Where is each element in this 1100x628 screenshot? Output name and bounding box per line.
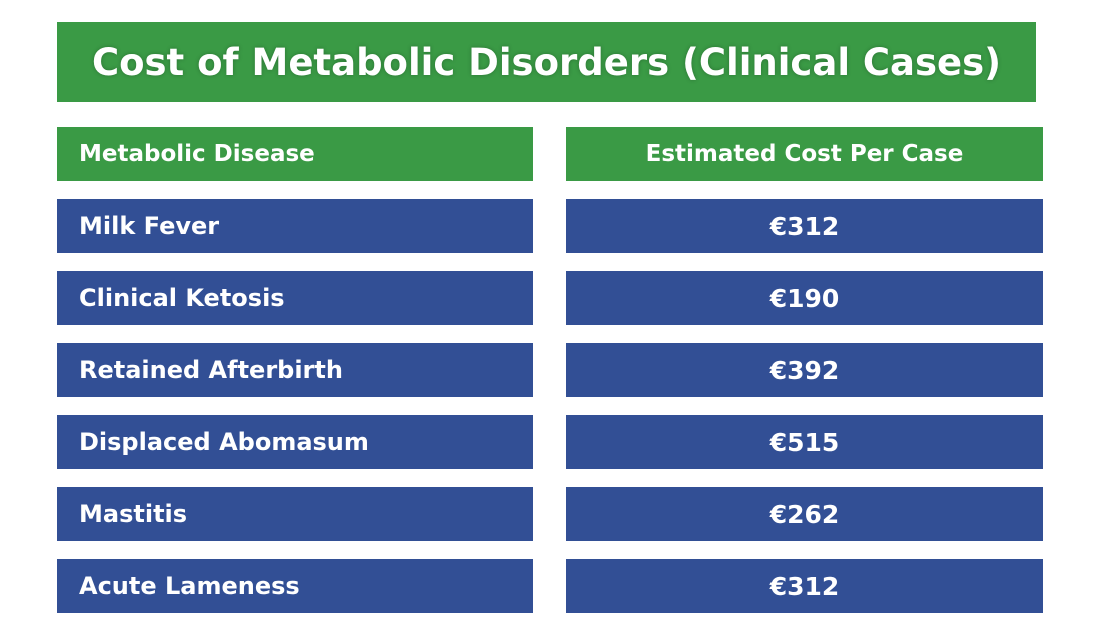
table-row-cost: €312	[566, 199, 1043, 253]
table-row-cost: €515	[566, 415, 1043, 469]
title-banner: Cost of Metabolic Disorders (Clinical Ca…	[57, 22, 1036, 102]
table-row-disease: Retained Afterbirth	[57, 343, 533, 397]
column-header-disease: Metabolic Disease	[57, 127, 533, 181]
column-header-cost: Estimated Cost Per Case	[566, 127, 1043, 181]
table-row-cost: €312	[566, 559, 1043, 613]
page-title: Cost of Metabolic Disorders (Clinical Ca…	[91, 40, 1002, 84]
table-row-disease: Clinical Ketosis	[57, 271, 533, 325]
table-row-cost: €190	[566, 271, 1043, 325]
table-row-disease: Mastitis	[57, 487, 533, 541]
table-row-disease: Acute Lameness	[57, 559, 533, 613]
table-row-cost: €392	[566, 343, 1043, 397]
table-row-disease: Displaced Abomasum	[57, 415, 533, 469]
table-row-cost: €262	[566, 487, 1043, 541]
table-row-disease: Milk Fever	[57, 199, 533, 253]
